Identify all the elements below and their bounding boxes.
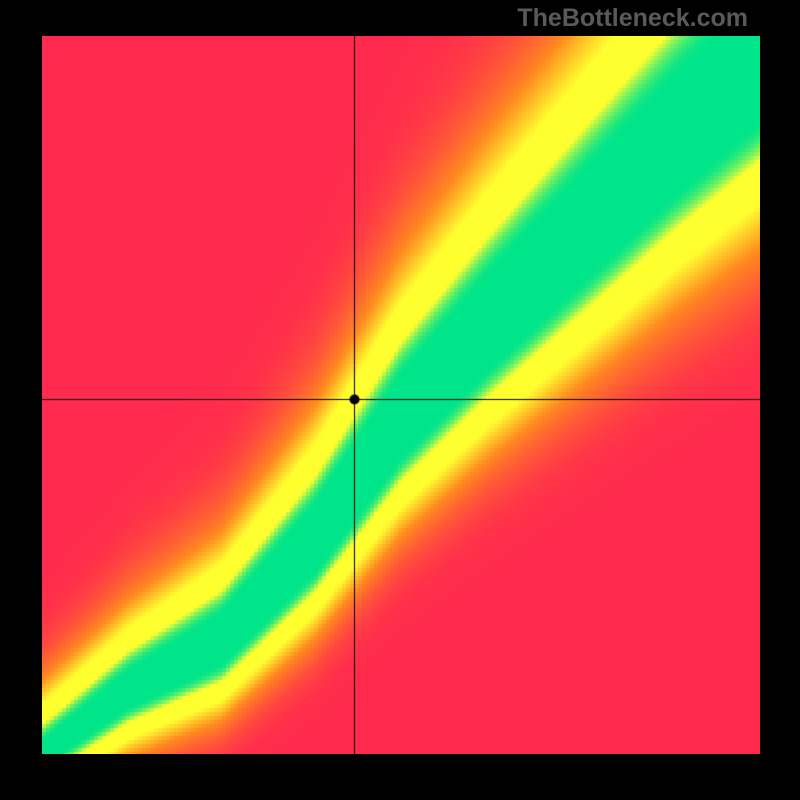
bottleneck-heatmap	[42, 36, 760, 754]
watermark-label: TheBottleneck.com	[517, 4, 748, 33]
chart-container: TheBottleneck.com	[0, 0, 800, 800]
